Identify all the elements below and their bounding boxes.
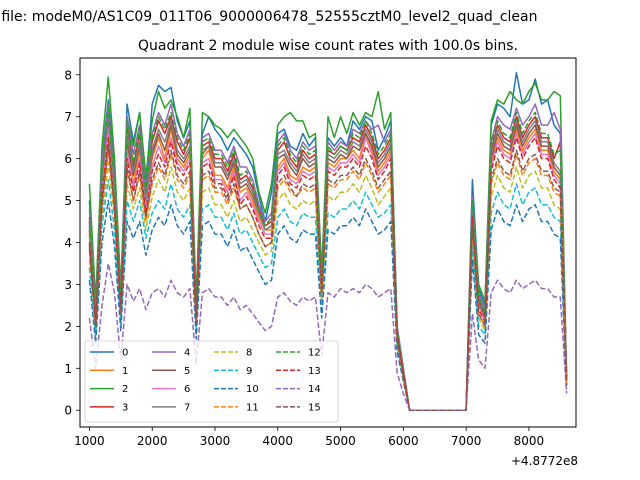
legend-label-11: 11 [246,402,259,413]
x-tick-label: 8000 [514,434,545,448]
series-line-13 [88,136,568,411]
y-tick-label: 4 [64,236,72,250]
legend-label-9: 9 [246,366,252,377]
series-line-15 [88,145,568,411]
y-tick-label: 3 [64,278,72,292]
legend-label-7: 7 [184,402,190,413]
plot-area [88,71,568,411]
legend-label-3: 3 [122,402,128,413]
legend-label-10: 10 [246,384,259,395]
axis-ticks: 1000 2000 3000 4000 5000 6000 7000 800001234567… [64,68,544,448]
legend-label-4: 4 [184,348,190,359]
x-tick-label: 7000 [451,434,482,448]
x-tick-label: 1000 [74,434,105,448]
x-tick-label: 4000 [262,434,293,448]
y-tick-label: 0 [64,404,72,418]
legend-box [84,340,339,423]
legend-label-1: 1 [122,366,128,377]
legend-label-13: 13 [308,366,321,377]
y-tick-label: 6 [64,152,72,166]
figure-suptitle: n file: modeM0/AS1C09_011T06_9000006478_… [0,9,537,25]
legend-label-2: 2 [122,384,128,395]
y-tick-label: 7 [64,110,72,124]
y-tick-label: 2 [64,320,72,334]
x-tick-label: 6000 [388,434,419,448]
legend-label-0: 0 [122,348,128,359]
x-offset-label: +4.8772e8 [511,454,578,468]
legend-label-5: 5 [184,366,190,377]
chart-title: Quadrant 2 module wise count rates with … [138,38,518,54]
x-tick-label: 5000 [325,434,356,448]
series-line-10 [88,199,568,411]
x-tick-label: 2000 [137,434,168,448]
legend-label-14: 14 [308,384,321,395]
x-tick-label: 3000 [200,434,231,448]
y-tick-label: 5 [64,194,72,208]
legend-label-12: 12 [308,348,321,359]
y-tick-label: 1 [64,362,72,376]
y-tick-label: 8 [64,68,72,82]
legend-label-15: 15 [308,402,321,413]
legend-label-6: 6 [184,384,190,395]
legend-label-8: 8 [246,348,252,359]
series-line-14 [88,262,568,411]
